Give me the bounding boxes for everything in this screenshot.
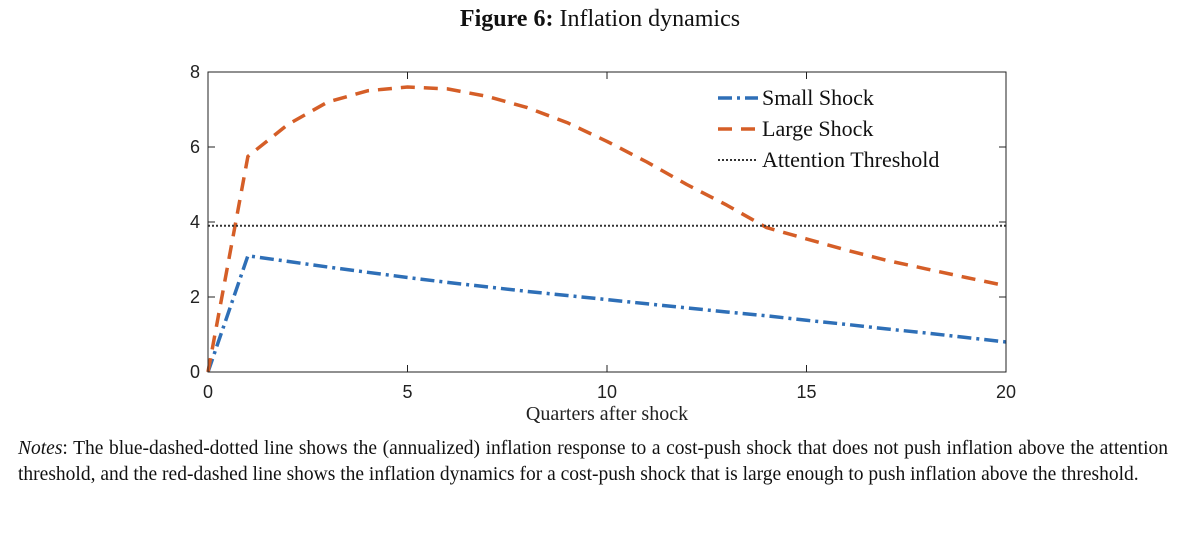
legend-label: Large Shock — [762, 116, 873, 141]
legend-label: Small Shock — [762, 85, 874, 110]
inflation-chart: 0 5 10 15 20 0 2 4 6 8 Quarters after shock Small S… — [190, 62, 1016, 425]
figure-notes: Notes: The blue-dashed-dotted line shows… — [18, 436, 1168, 488]
x-tick-label: 15 — [796, 382, 816, 402]
legend-label: Attention Threshold — [762, 147, 939, 172]
y-tick-label: 8 — [190, 62, 200, 82]
x-tick-label: 20 — [996, 382, 1016, 402]
series-line-large-shock — [206, 85, 1007, 373]
figure-title-text: Inflation dynamics — [559, 6, 741, 32]
figure-label: Figure 6: — [459, 6, 554, 32]
x-tick-label: 0 — [203, 382, 213, 402]
notes-text: : The blue-dashed-dotted line shows the … — [18, 438, 1168, 485]
series-line-small-shock — [206, 254, 1007, 373]
plot-frame — [207, 71, 1007, 373]
x-tick-label: 5 — [402, 382, 412, 402]
figure-title: Figure 6: Inflation dynamics — [0, 6, 1200, 33]
y-tick-label: 6 — [190, 137, 200, 157]
y-tick-label: 2 — [190, 287, 200, 307]
x-tick-label: 10 — [597, 382, 617, 402]
y-tick-label: 4 — [190, 212, 200, 232]
notes-label: Notes — [18, 438, 63, 459]
x-axis-label: Quarters after shock — [526, 403, 688, 425]
y-tick-label: 0 — [190, 362, 200, 382]
